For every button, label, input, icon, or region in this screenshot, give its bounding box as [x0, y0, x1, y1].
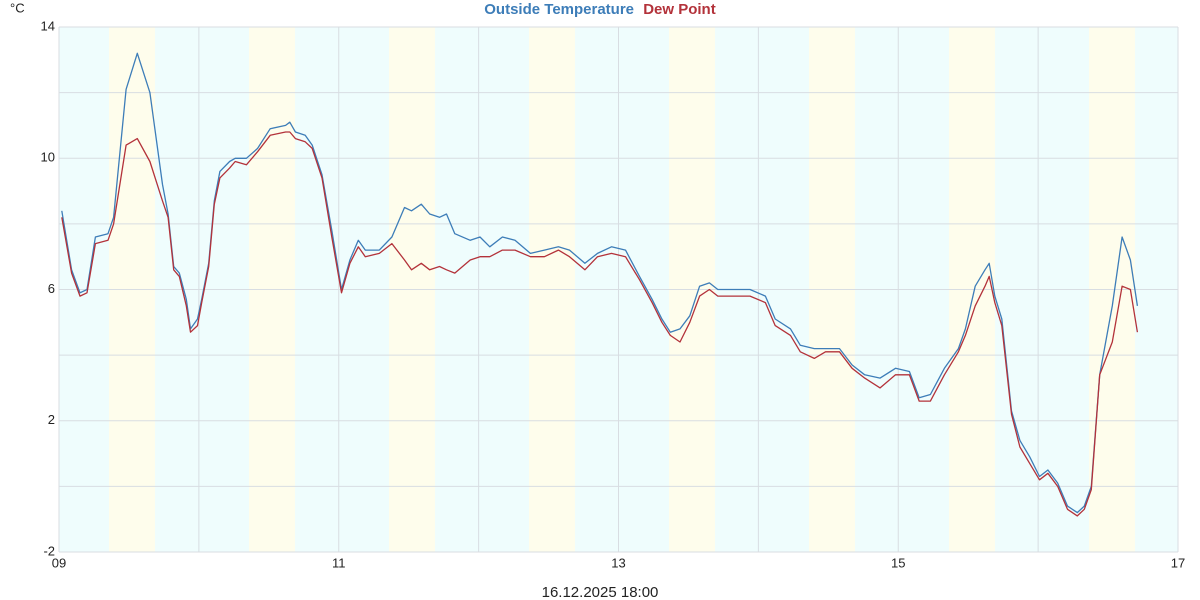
time-annotation: 16.12.2025 18:00 [542, 584, 659, 600]
y-tick-label: -2 [43, 543, 55, 558]
x-tick-label: 11 [332, 555, 346, 570]
series-line [61, 131, 1139, 517]
x-tick-label: 15 [891, 555, 905, 570]
x-tick-label: 13 [611, 555, 625, 570]
chart-title: Outside Temperature Dew Point [484, 1, 715, 18]
y-tick-label: 2 [48, 412, 55, 427]
y-tick-label: 10 [41, 150, 55, 165]
legend-entry: Dew Point [643, 1, 716, 18]
y-tick-label: 14 [41, 18, 55, 33]
x-tick-label: 17 [1171, 555, 1185, 570]
legend-entry: Outside Temperature [484, 1, 634, 18]
x-tick-label: 09 [52, 555, 66, 570]
y-unit: °C [10, 0, 25, 15]
y-tick-label: 6 [48, 281, 55, 296]
